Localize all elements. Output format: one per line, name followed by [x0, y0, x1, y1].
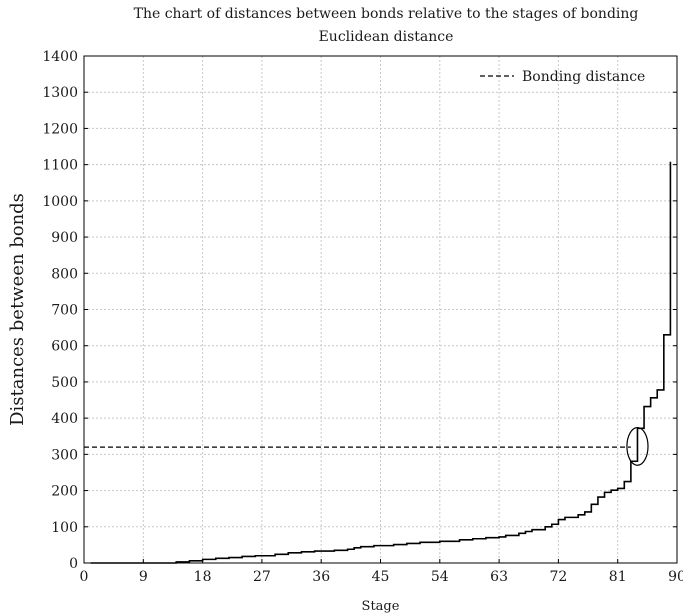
y-axis-label: Distances between bonds — [7, 193, 28, 426]
legend: Bonding distance — [480, 69, 645, 85]
y-tick-label: 1100 — [42, 158, 78, 174]
y-tick-label: 1000 — [42, 194, 78, 210]
x-tick-label: 9 — [139, 569, 148, 585]
plot-area — [84, 161, 672, 564]
y-tick-label: 100 — [51, 520, 78, 536]
axis-ticks: 0 9 18 27 36 45 54 63 72 81 9001002003004005006007… — [42, 49, 683, 585]
x-tick-label: 27 — [253, 569, 271, 585]
x-tick-label: 36 — [312, 569, 330, 585]
x-tick-label: 63 — [490, 569, 508, 585]
y-tick-label: 900 — [51, 230, 78, 246]
grid — [84, 56, 677, 563]
x-tick-label: 54 — [431, 569, 449, 585]
y-tick-label: 1400 — [42, 49, 78, 65]
y-tick-label: 400 — [51, 411, 78, 427]
y-tick-label: 1200 — [42, 121, 78, 137]
y-tick-label: 500 — [51, 375, 78, 391]
y-tick-label: 0 — [69, 556, 78, 572]
y-tick-label: 600 — [51, 339, 78, 355]
legend-label-bonding-distance: Bonding distance — [522, 69, 645, 85]
chart-subtitle: Euclidean distance — [319, 29, 454, 45]
y-tick-label: 700 — [51, 303, 78, 319]
highlight-ellipse — [626, 426, 649, 466]
x-tick-label: 81 — [609, 569, 627, 585]
x-tick-label: 18 — [194, 569, 212, 585]
x-tick-label: 90 — [668, 569, 683, 585]
distance-step-line — [90, 161, 672, 564]
x-tick-label: 0 — [80, 569, 89, 585]
y-tick-label: 200 — [51, 484, 78, 500]
x-tick-label: 72 — [549, 569, 567, 585]
y-tick-label: 300 — [51, 447, 78, 463]
chart-title: The chart of distances between bonds rel… — [134, 6, 639, 22]
y-tick-label: 800 — [51, 266, 78, 282]
y-tick-label: 1300 — [42, 85, 78, 101]
x-tick-label: 45 — [372, 569, 390, 585]
x-axis-label: Stage — [362, 599, 400, 614]
